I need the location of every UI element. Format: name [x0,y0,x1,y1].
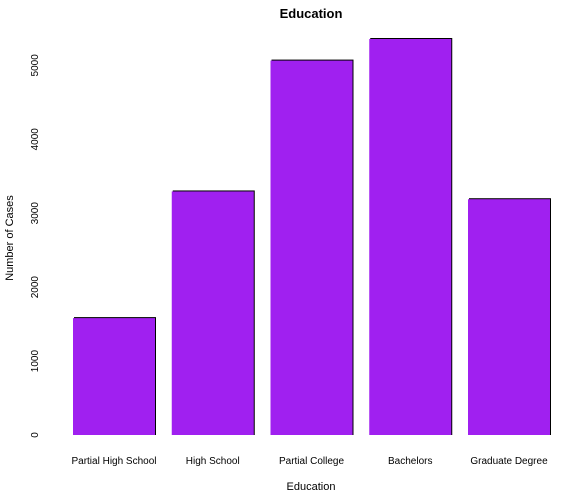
chart-title: Education [280,6,343,21]
bar-bachelors [369,39,452,435]
bar-high-school [171,191,254,435]
y-tick-label: 0 [30,432,41,438]
bar-partial-high-school [73,318,155,435]
y-tick-label: 5000 [30,54,41,77]
y-tick-label: 1000 [30,350,41,373]
x-tick-label: High School [186,456,240,467]
x-tick-label: Graduate Degree [470,456,548,467]
y-tick-label: 3000 [30,202,41,225]
bars-group [73,38,551,436]
x-tick-label: Bachelors [388,456,432,467]
bar-partial-college [270,60,353,436]
y-tick-label: 4000 [30,128,41,151]
y-tick-label: 2000 [30,276,41,299]
x-tick-label: Partial College [279,456,344,467]
x-axis-label: Education [287,481,336,493]
x-tick-labels: Partial High School High School Partial Co… [71,456,548,467]
bar-graduate-degree [468,199,550,435]
y-axis: 0 1000 2000 3000 4000 5000 [30,54,41,438]
y-axis-label: Number of Cases [4,195,16,281]
x-tick-label: Partial High School [71,456,156,467]
